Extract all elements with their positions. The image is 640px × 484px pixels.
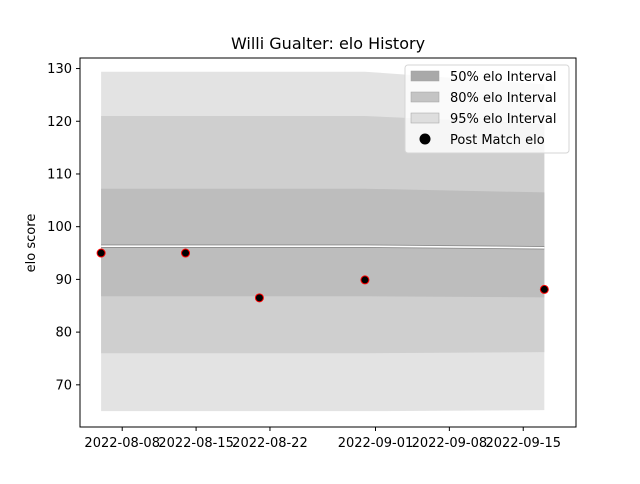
y-tick-label: 110 (47, 167, 72, 182)
legend-label: 50% elo Interval (450, 70, 557, 85)
x-tick-label: 2022-08-08 (84, 436, 160, 451)
y-tick-label: 130 (47, 62, 72, 77)
mean-line-group (101, 244, 545, 250)
axes: 7080901001101201302022-08-082022-08-1520… (47, 57, 577, 451)
y-tick-label: 90 (55, 273, 72, 288)
interval-bands (101, 71, 545, 412)
legend-label: 95% elo Interval (450, 112, 557, 127)
legend: 50% elo Interval 80% elo Interval 95% elo … (404, 64, 570, 154)
y-axis-label: elo score (24, 214, 39, 273)
y-tick-label: 120 (47, 115, 72, 130)
legend-swatch (410, 112, 440, 124)
y-tick-label: 80 (55, 326, 72, 341)
post-match-point (360, 275, 370, 285)
legend-swatch (410, 91, 440, 103)
x-tick-label: 2022-09-08 (412, 436, 488, 451)
legend-label: Post Match elo (450, 133, 545, 148)
post-match-point (539, 284, 549, 294)
legend-label: 80% elo Interval (450, 91, 557, 106)
x-tick-label: 2022-08-15 (158, 436, 234, 451)
x-tick-label: 2022-09-15 (485, 436, 561, 451)
legend-box (404, 64, 570, 154)
legend-swatch (410, 70, 440, 82)
mean-line (101, 245, 545, 249)
post-match-point (96, 248, 106, 258)
chart-title: Willi Gualter: elo History (231, 34, 425, 53)
50-elo-interval-band (101, 188, 545, 298)
y-tick-label: 70 (55, 378, 72, 393)
post-match-points (96, 248, 549, 303)
legend-marker (419, 133, 431, 145)
post-match-point (254, 293, 264, 303)
x-tick-label: 2022-08-22 (232, 436, 308, 451)
plot-frame (79, 57, 577, 428)
y-tick-label: 100 (47, 220, 72, 235)
x-tick-label: 2022-09-01 (338, 436, 414, 451)
post-match-point (181, 248, 191, 258)
